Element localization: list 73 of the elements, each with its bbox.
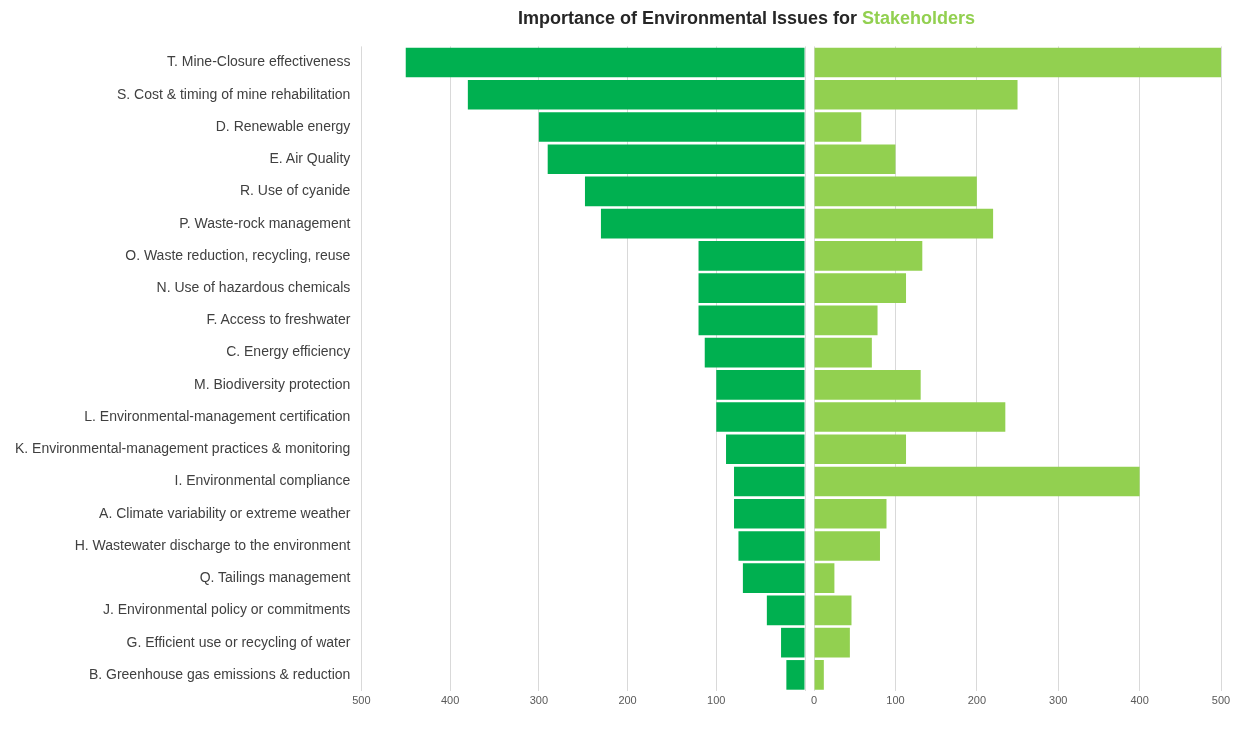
bar — [814, 112, 862, 142]
bar — [814, 402, 1006, 432]
x-tick-label: 100 — [707, 693, 726, 706]
bar — [538, 112, 805, 142]
chart-title: Importance of Environmental Issues for — [517, 8, 858, 28]
bar — [698, 273, 805, 303]
bar — [786, 660, 805, 690]
x-tick-label: 200 — [618, 693, 637, 706]
bar — [814, 144, 896, 175]
bar — [704, 337, 805, 368]
bar — [698, 241, 805, 271]
y-tick-label: C. Energy efficiency — [226, 343, 351, 360]
y-tick-label: B. Greenhouse gas emissions & reduction — [88, 665, 351, 682]
y-tick-label: G. Efficient use or recycling of water — [126, 633, 351, 650]
y-tick-label: O. Waste reduction, recycling, reuse — [125, 246, 351, 263]
bar — [698, 305, 805, 336]
bar — [716, 402, 805, 432]
y-tick-label: F. Access to freshwater — [206, 311, 351, 328]
x-tick-label: 200 — [967, 693, 987, 706]
bar — [547, 144, 805, 175]
x-tick-label: 100 — [886, 693, 905, 706]
y-tick-label: J. Environmental policy or commitments — [102, 601, 351, 618]
bar — [814, 79, 1018, 110]
bar — [738, 531, 805, 561]
x-tick-label: 0 — [811, 693, 818, 706]
y-tick-label: T. Mine-Closure effectiveness — [167, 53, 351, 70]
bar — [726, 434, 805, 465]
bar — [600, 208, 805, 239]
x-tick-label: 500 — [352, 693, 371, 706]
bar — [584, 176, 805, 207]
y-tick-label: R. Use of cyanide — [239, 182, 351, 199]
bar — [814, 305, 878, 336]
bar — [734, 498, 805, 529]
x-tick-label: 300 — [1049, 693, 1068, 706]
y-tick-label: M. Biodiversity protection — [193, 375, 351, 392]
bar — [814, 498, 887, 529]
bar — [814, 660, 824, 690]
x-tick-label: 400 — [440, 693, 460, 706]
y-tick-label: D. Renewable energy — [215, 117, 351, 134]
bar — [814, 531, 880, 561]
y-tick-label: S. Cost & timing of mine rehabilitation — [116, 85, 351, 102]
y-tick-label: Q. Tailings management — [199, 569, 351, 586]
bar — [781, 627, 805, 658]
bar — [742, 563, 805, 594]
y-tick-label: K. Environmental-management practices & monitoring — [14, 440, 351, 457]
bar — [814, 434, 907, 465]
bar — [814, 563, 835, 594]
bar — [734, 466, 805, 497]
bar — [766, 595, 805, 626]
y-tick-label: L. Environmental-management certification — [84, 407, 351, 424]
bar — [814, 47, 1221, 78]
bar — [814, 273, 907, 303]
y-tick-label: N. Use of hazardous chemicals — [156, 278, 351, 295]
bar — [716, 369, 805, 400]
bar — [814, 241, 923, 271]
bar — [814, 208, 994, 239]
series-label: Stakeholders — [861, 8, 976, 28]
y-tick-label: P. Waste-rock management — [179, 214, 351, 231]
bar — [814, 627, 850, 658]
bar — [814, 337, 872, 368]
bar — [467, 79, 805, 110]
bar — [814, 369, 921, 400]
bar — [814, 176, 977, 207]
y-tick-label: E. Air Quality — [269, 150, 351, 167]
bar — [814, 595, 852, 626]
y-tick-label: H. Wastewater discharge to the environment — [74, 536, 351, 553]
x-tick-label: 500 — [1211, 693, 1231, 706]
y-tick-label: I. Environmental compliance — [174, 472, 351, 489]
y-tick-label: A. Climate variability or extreme weather — [99, 504, 351, 521]
bar — [405, 47, 805, 78]
x-tick-label: 400 — [1130, 693, 1149, 706]
bar — [814, 466, 1140, 497]
x-tick-label: 300 — [529, 693, 549, 706]
